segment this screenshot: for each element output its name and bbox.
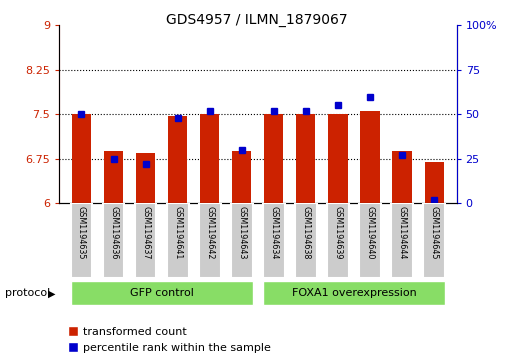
Bar [263,203,285,278]
Bar [70,281,253,305]
Bar [231,203,253,278]
Bar [200,114,219,203]
Bar [168,116,187,203]
Text: GSM1194645: GSM1194645 [429,205,439,259]
Text: GDS4957 / ILMN_1879067: GDS4957 / ILMN_1879067 [166,13,347,27]
Bar [328,114,348,203]
Bar [104,151,123,203]
Bar [103,203,124,278]
Bar [72,114,91,203]
Bar [136,153,155,203]
Bar [296,114,315,203]
Text: GSM1194635: GSM1194635 [77,205,86,259]
Bar [392,151,411,203]
Text: GSM1194641: GSM1194641 [173,205,182,259]
Text: GSM1194638: GSM1194638 [301,205,310,259]
Bar [264,114,283,203]
Text: GSM1194640: GSM1194640 [365,205,374,259]
Bar [167,203,189,278]
Bar [70,203,92,278]
Bar [423,203,445,278]
Text: protocol: protocol [5,288,50,298]
Bar [327,203,349,278]
Text: GSM1194636: GSM1194636 [109,205,118,259]
Legend: transformed count, percentile rank within the sample: transformed count, percentile rank withi… [65,323,276,358]
Text: GSM1194639: GSM1194639 [333,205,343,259]
Text: FOXA1 overexpression: FOXA1 overexpression [291,288,417,298]
Text: GSM1194643: GSM1194643 [237,205,246,259]
Bar [360,111,380,203]
Text: GSM1194642: GSM1194642 [205,205,214,259]
Bar [134,203,156,278]
Bar [359,203,381,278]
Bar [263,281,445,305]
Bar [424,162,444,203]
Text: ▶: ▶ [48,288,55,298]
Bar [295,203,317,278]
Text: GSM1194644: GSM1194644 [398,205,407,259]
Bar [391,203,413,278]
Bar [232,151,251,203]
Text: GSM1194637: GSM1194637 [141,205,150,259]
Text: GSM1194634: GSM1194634 [269,205,279,259]
Text: GFP control: GFP control [130,288,193,298]
Bar [199,203,221,278]
